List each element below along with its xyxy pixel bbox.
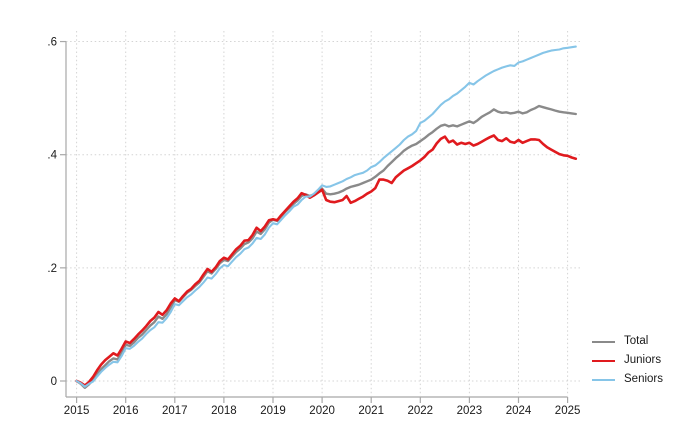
y-tick-label: .4 bbox=[47, 150, 57, 162]
x-tick-label: 2022 bbox=[408, 405, 434, 417]
legend-item-seniors: Seniors bbox=[592, 370, 663, 389]
x-tick-label: 2024 bbox=[506, 405, 532, 417]
x-tick-label: 2016 bbox=[113, 405, 139, 417]
total-line-swatch bbox=[592, 340, 615, 343]
legend-label-seniors: Seniors bbox=[624, 372, 663, 385]
x-tick-label: 2023 bbox=[457, 405, 483, 417]
seniors-series-line bbox=[75, 45, 577, 388]
legend-item-juniors: Juniors bbox=[592, 351, 663, 370]
juniors-line-swatch bbox=[592, 359, 615, 362]
x-tick-label: 2021 bbox=[358, 405, 384, 417]
legend-item-total: Total bbox=[592, 332, 663, 351]
total-series-line bbox=[75, 104, 577, 389]
x-tick-label: 2019 bbox=[260, 405, 286, 417]
juniors-series-line bbox=[75, 134, 578, 387]
x-tick-label: 2020 bbox=[309, 405, 335, 417]
legend: Total Juniors Seniors bbox=[592, 332, 663, 389]
x-tick-label: 2025 bbox=[555, 405, 581, 417]
seniors-line-swatch bbox=[592, 378, 615, 381]
x-tick-label: 2017 bbox=[162, 405, 188, 417]
y-tick-label: .6 bbox=[47, 37, 57, 49]
x-tick-label: 2015 bbox=[64, 405, 90, 417]
y-tick-label: 0 bbox=[51, 376, 57, 388]
legend-label-juniors: Juniors bbox=[624, 353, 662, 366]
x-tick-label: 2018 bbox=[211, 405, 237, 417]
legend-label-total: Total bbox=[624, 334, 649, 347]
y-tick-label: .2 bbox=[47, 263, 57, 275]
